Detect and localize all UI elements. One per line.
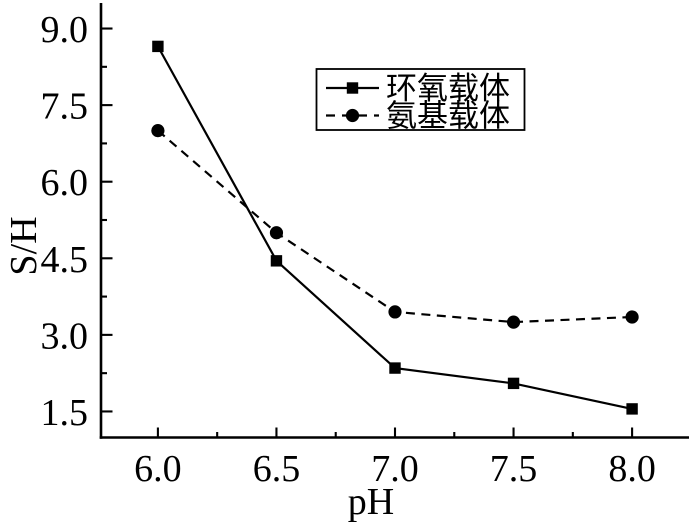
legend-square-marker-icon xyxy=(346,82,359,94)
axes: 6.0 6.5 7.0 7.5 8.0 1.5 3.0 4.5 6.0 7.5 9.0 xyxy=(41,3,689,490)
y-tick-label: 6.0 xyxy=(41,162,89,204)
legend-item-epoxy: 环氧载体 xyxy=(326,71,510,106)
data-point-square xyxy=(389,362,401,374)
x-tick-label: 7.5 xyxy=(490,448,538,490)
x-tick-label: 7.0 xyxy=(371,448,419,490)
x-tick-label: 6.0 xyxy=(134,448,182,490)
legend: 环氧载体 氨基载体 xyxy=(315,68,526,134)
x-tick-label: 6.5 xyxy=(253,448,301,490)
y-tick-label: 1.5 xyxy=(41,392,89,434)
y-tick-label: 7.5 xyxy=(41,86,89,128)
data-point-circle xyxy=(151,124,165,138)
data-point-circle xyxy=(625,310,639,324)
y-tick-label: 3.0 xyxy=(41,315,89,357)
y-tick-label: 9.0 xyxy=(41,9,89,51)
data-point-circle xyxy=(388,305,402,319)
y-tick-label: 4.5 xyxy=(41,239,89,281)
data-series xyxy=(151,40,639,415)
x-axis-title: pH xyxy=(348,481,394,522)
data-point-circle xyxy=(269,226,284,240)
data-point-circle xyxy=(506,315,521,329)
legend-item-amino: 氨基载体 xyxy=(326,99,510,134)
legend-label-epoxy: 环氧载体 xyxy=(386,71,510,106)
legend-label-amino: 氨基载体 xyxy=(386,99,510,134)
data-point-square xyxy=(626,403,638,415)
data-point-square xyxy=(270,255,283,267)
x-tick-label: 8.0 xyxy=(608,448,656,490)
data-point-square xyxy=(152,40,164,53)
data-point-square xyxy=(507,377,520,390)
y-axis-title: S/H xyxy=(3,216,45,275)
legend-circle-marker-icon xyxy=(345,108,360,123)
